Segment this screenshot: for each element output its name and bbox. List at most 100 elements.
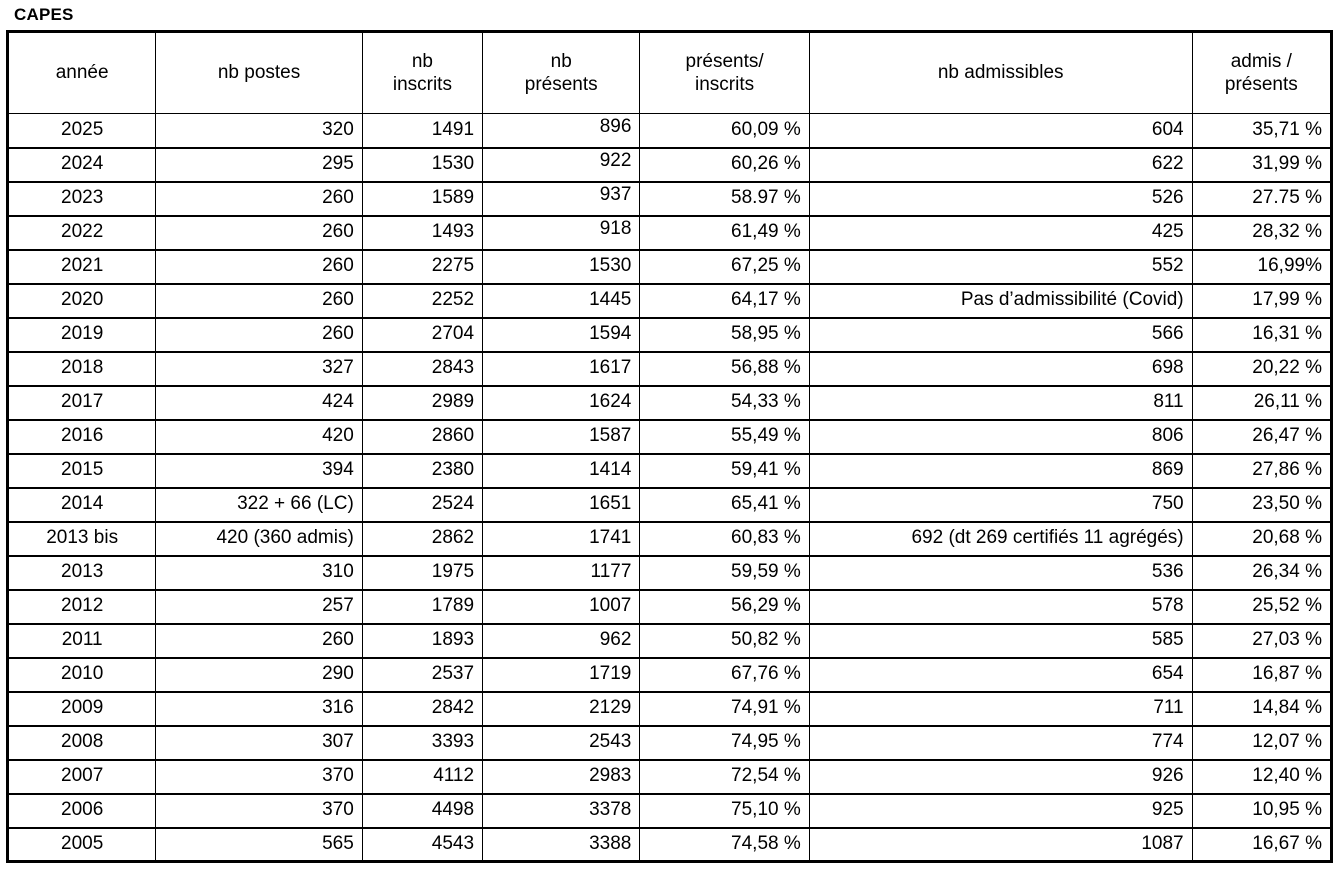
table-row: 2021 260 2275 1530 67,25 % 552 16,99% xyxy=(6,248,1333,284)
cell-presents: 1719 xyxy=(482,656,641,692)
table-row: 2006 370 4498 3378 75,10 % 925 10,95 % xyxy=(6,792,1333,828)
column-header-nb-admissibles: nb admissibles xyxy=(808,31,1193,114)
cell-admissibles: 1087 xyxy=(808,826,1193,862)
cell-inscrits: 3393 xyxy=(361,724,484,760)
cell-admissibles: 925 xyxy=(808,792,1193,828)
cell-postes: 424 xyxy=(155,384,363,420)
cell-ratio1: 59,41 % xyxy=(639,452,810,488)
cell-presents: 1741 xyxy=(482,520,641,556)
cell-annee: 2024 xyxy=(6,146,157,182)
cell-ratio1: 56,29 % xyxy=(639,588,810,624)
cell-postes: 260 xyxy=(155,180,363,216)
cell-admissibles: 750 xyxy=(808,486,1193,522)
table-row: 2017 424 2989 1624 54,33 % 811 26,11 % xyxy=(6,384,1333,420)
cell-inscrits: 4543 xyxy=(361,826,484,862)
cell-ratio1: 64,17 % xyxy=(639,282,810,318)
cell-inscrits: 2252 xyxy=(361,282,484,318)
cell-annee: 2014 xyxy=(6,486,157,522)
cell-postes: 257 xyxy=(155,588,363,624)
cell-inscrits: 4112 xyxy=(361,758,484,794)
cell-ratio1: 60,83 % xyxy=(639,520,810,556)
cell-postes: 307 xyxy=(155,724,363,760)
cell-ratio1: 59,59 % xyxy=(639,554,810,590)
cell-ratio2: 31,99 % xyxy=(1191,146,1333,182)
cell-admissibles: 711 xyxy=(808,690,1193,726)
cell-annee: 2009 xyxy=(6,690,157,726)
cell-ratio1: 67,25 % xyxy=(639,248,810,284)
cell-inscrits: 1530 xyxy=(361,146,484,182)
cell-annee: 2025 xyxy=(6,113,157,148)
cell-ratio2: 20,22 % xyxy=(1191,350,1333,386)
cell-admissibles: 566 xyxy=(808,316,1193,352)
cell-ratio2: 10,95 % xyxy=(1191,792,1333,828)
column-header-nb-postes: nb postes xyxy=(155,31,363,114)
cell-value: 896 xyxy=(599,115,632,137)
cell-ratio2: 16,87 % xyxy=(1191,656,1333,692)
cell-postes: 260 xyxy=(155,622,363,658)
cell-postes: 370 xyxy=(155,792,363,828)
cell-presents: 1617 xyxy=(482,350,641,386)
table-row: 2014 322 + 66 (LC) 2524 1651 65,41 % 750 23,50… xyxy=(6,486,1333,522)
cell-ratio1: 60,09 % xyxy=(639,113,810,148)
cell-annee: 2017 xyxy=(6,384,157,420)
cell-ratio2: 26,47 % xyxy=(1191,418,1333,454)
cell-ratio1: 65,41 % xyxy=(639,486,810,522)
cell-ratio1: 72,54 % xyxy=(639,758,810,794)
cell-annee: 2023 xyxy=(6,180,157,216)
cell-ratio2: 35,71 % xyxy=(1191,113,1333,148)
cell-postes: 290 xyxy=(155,656,363,692)
cell-postes: 320 xyxy=(155,113,363,148)
cell-annee: 2020 xyxy=(6,282,157,318)
cell-ratio1: 74,58 % xyxy=(639,826,810,862)
cell-presents: 2983 xyxy=(482,758,641,794)
cell-inscrits: 2537 xyxy=(361,656,484,692)
column-header-annee: année xyxy=(6,31,157,114)
cell-inscrits: 2842 xyxy=(361,690,484,726)
table-row: 2019 260 2704 1594 58,95 % 566 16,31 % xyxy=(6,316,1333,352)
cell-presents: 2543 xyxy=(482,724,641,760)
cell-inscrits: 1789 xyxy=(361,588,484,624)
cell-ratio2: 12,40 % xyxy=(1191,758,1333,794)
cell-ratio1: 60,26 % xyxy=(639,146,810,182)
cell-ratio2: 17,99 % xyxy=(1191,282,1333,318)
cell-admissibles: 578 xyxy=(808,588,1193,624)
cell-inscrits: 2380 xyxy=(361,452,484,488)
cell-ratio2: 16,67 % xyxy=(1191,826,1333,862)
cell-inscrits: 2860 xyxy=(361,418,484,454)
cell-postes: 565 xyxy=(155,826,363,862)
cell-postes: 370 xyxy=(155,758,363,794)
cell-presents: 1624 xyxy=(482,384,641,420)
cell-inscrits: 1975 xyxy=(361,554,484,590)
cell-ratio2: 16,31 % xyxy=(1191,316,1333,352)
cell-value: 937 xyxy=(599,184,632,206)
cell-inscrits: 1589 xyxy=(361,180,484,216)
cell-ratio1: 74,95 % xyxy=(639,724,810,760)
cell-presents: 1594 xyxy=(482,316,641,352)
cell-admissibles: Pas d’admissibilité (Covid) xyxy=(808,282,1193,318)
cell-presents: 918 xyxy=(482,214,641,250)
cell-annee: 2011 xyxy=(6,622,157,658)
cell-postes: 420 xyxy=(155,418,363,454)
table-row: 2013 bis 420 (360 admis) 2862 1741 60,83 % 69… xyxy=(6,520,1333,556)
cell-ratio1: 75,10 % xyxy=(639,792,810,828)
cell-ratio2: 27.75 % xyxy=(1191,180,1333,216)
cell-annee: 2016 xyxy=(6,418,157,454)
cell-annee: 2013 xyxy=(6,554,157,590)
cell-presents: 922 xyxy=(482,146,641,182)
cell-annee: 2018 xyxy=(6,350,157,386)
cell-presents: 1530 xyxy=(482,248,641,284)
column-header-nb-inscrits: nb inscrits xyxy=(361,31,484,114)
cell-admissibles: 692 (dt 269 certifiés 11 agrégés) xyxy=(808,520,1193,556)
cell-annee: 2022 xyxy=(6,214,157,250)
cell-postes: 260 xyxy=(155,282,363,318)
cell-postes: 394 xyxy=(155,452,363,488)
cell-presents: 2129 xyxy=(482,690,641,726)
cell-presents: 1587 xyxy=(482,418,641,454)
cell-inscrits: 2843 xyxy=(361,350,484,386)
cell-admissibles: 806 xyxy=(808,418,1193,454)
cell-presents: 1007 xyxy=(482,588,641,624)
cell-annee: 2015 xyxy=(6,452,157,488)
capes-statistics-table: année nb postes nb inscrits nb présents pr… xyxy=(6,30,1333,863)
cell-annee: 2019 xyxy=(6,316,157,352)
